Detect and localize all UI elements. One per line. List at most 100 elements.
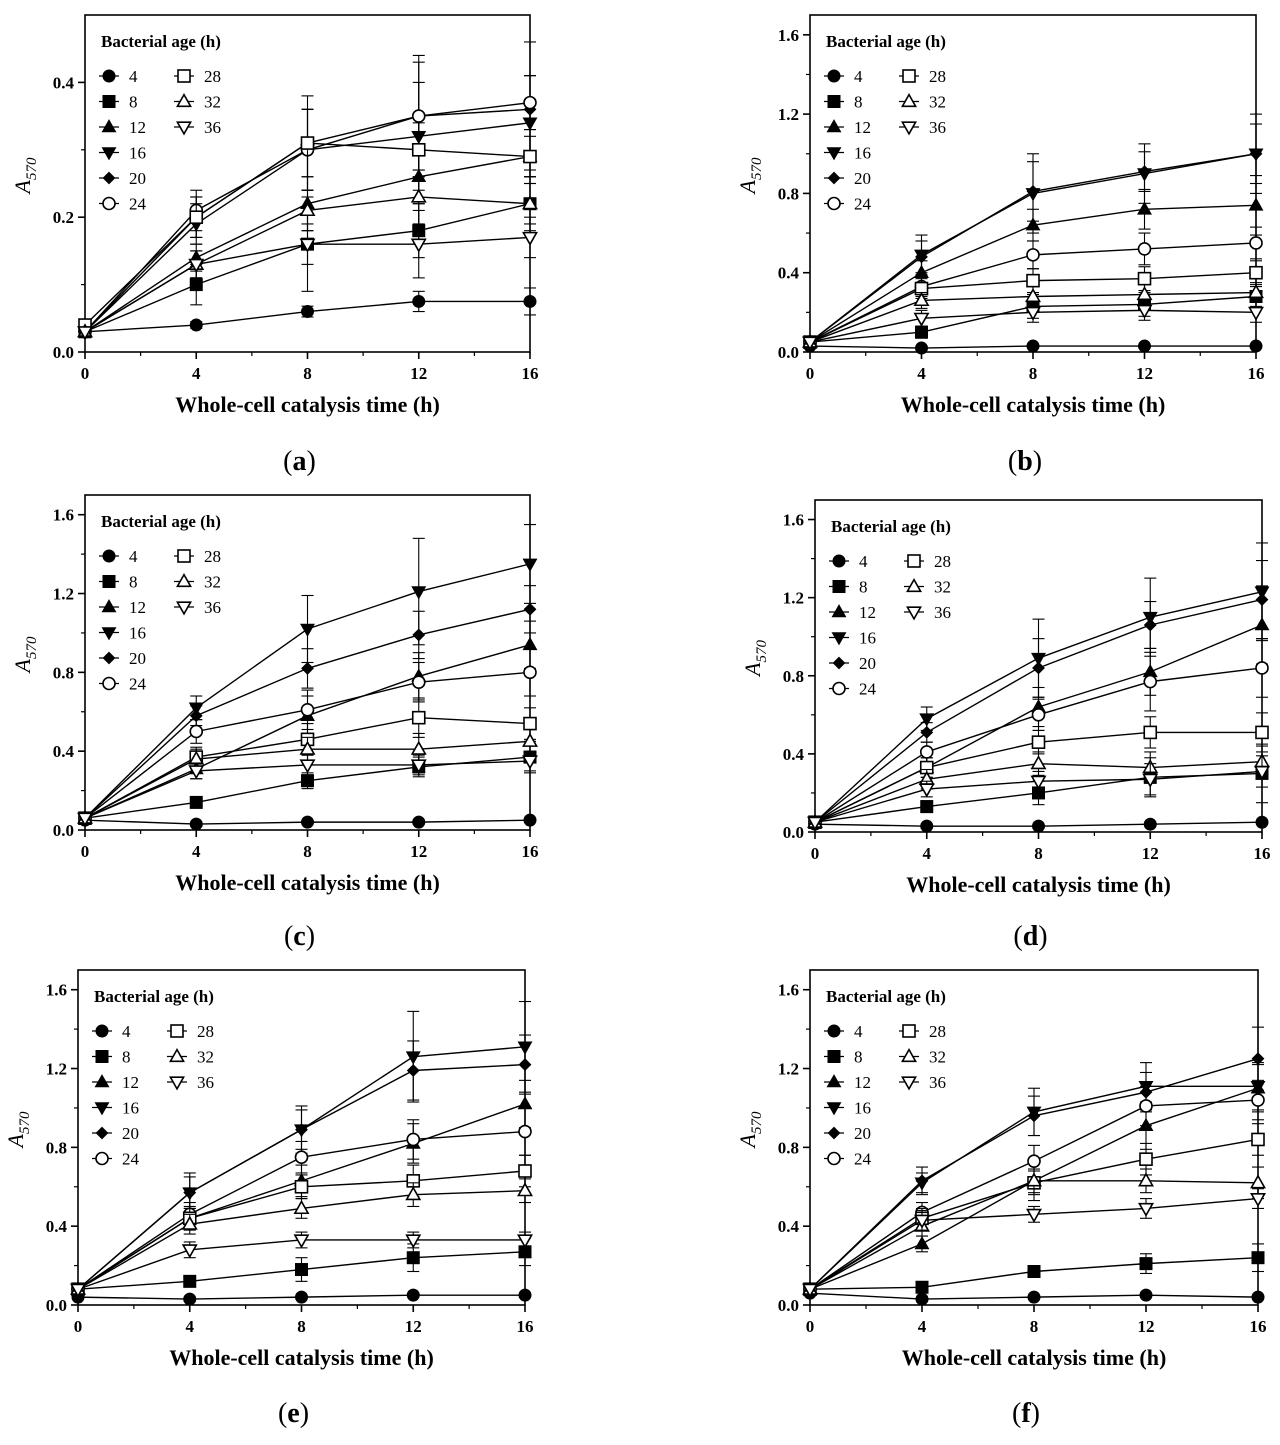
x-tick-label: 4 [192,842,201,861]
legend-marker [901,1076,917,1091]
data-point [1254,765,1270,780]
data-point [919,745,934,759]
data-point [77,812,93,827]
legend-marker [102,676,116,691]
y-tick-label: 0.0 [778,343,799,362]
x-tick-label: 0 [81,842,90,861]
data-point [1251,1132,1265,1147]
data-point [1138,1172,1154,1187]
data-point [406,1288,420,1302]
x-tick-label: 8 [1030,1317,1039,1336]
x-tick-label: 0 [81,364,90,383]
series-8h [803,1243,1265,1296]
legend-entry: 16 [859,629,876,648]
data-point [522,558,538,572]
data-point [181,1244,198,1259]
data-point [1139,1288,1153,1302]
legend-entry: 36 [204,598,221,617]
data-point [412,815,426,829]
data-point [410,740,427,755]
data-point [295,1290,308,1304]
legend-marker [832,580,846,593]
x-tick-label: 12 [1138,1317,1155,1336]
series-4h [78,287,537,339]
legend-marker [101,119,117,133]
data-point [1031,708,1046,722]
legend-entry: 28 [929,1022,946,1041]
legend-entry: 4 [129,67,138,86]
legend-marker [102,651,116,665]
legend-title: Bacterial age (h) [101,32,221,51]
y-tick-label: 1.2 [783,589,804,608]
data-point [914,1235,930,1250]
y-tick-label: 0.2 [53,208,74,227]
legend-marker [102,196,116,211]
data-point [1249,236,1263,250]
x-tick-label: 12 [1136,364,1153,383]
data-point [406,1251,420,1265]
legend-marker [826,119,842,133]
legend-marker [831,632,847,646]
data-point [518,1164,532,1178]
data-point [1026,273,1040,288]
y-tick-label: 0.8 [53,663,74,682]
y-tick-label: 0.4 [778,1217,800,1236]
data-point [1248,197,1264,211]
legend-marker [827,69,841,83]
legend-marker [827,1024,841,1038]
legend-marker [101,627,117,641]
legend-marker [827,1126,841,1140]
y-tick-label: 1.2 [46,1060,67,1079]
y-tick-label: 1.6 [46,981,67,1000]
data-point [406,1064,420,1077]
data-point [920,725,934,739]
x-tick-label: 4 [918,1317,927,1336]
legend-marker [832,656,846,670]
series-36h [77,209,538,341]
legend-marker [826,147,842,161]
legend-marker [94,1102,110,1116]
data-point [1255,593,1269,607]
data-point [412,628,426,642]
legend-entry: 32 [197,1048,214,1067]
x-axis-label: Whole-cell catalysis time (h) [169,1345,434,1370]
data-point [1139,1257,1153,1271]
legend-entry: 36 [929,118,946,137]
x-tick-label: 4 [923,844,932,863]
data-point [301,815,314,829]
legend-marker [101,147,117,161]
data-point [518,1288,532,1302]
data-point [299,740,316,755]
data-point [522,195,538,210]
x-tick-label: 4 [917,364,926,383]
chart-panel-e: 0.0 0.4 0.8 1.2 1.6 0 4 8 12 16 Whole-cell catalys… [3,969,534,1429]
x-tick-label: 16 [517,1317,534,1336]
data-point [77,326,93,341]
data-point [918,783,935,798]
data-point [1026,339,1040,353]
series-4h [71,1288,532,1306]
legend: Bacterial age (h) 4 8 12 16 20 24 28 32 36 [824,987,946,1169]
series-28h [78,108,537,332]
data-point [920,800,934,814]
legend-entry: 28 [204,547,221,566]
x-axis-label: Whole-cell catalysis time (h) [175,870,440,895]
legend-marker [102,575,116,588]
legend-entry: 24 [129,195,147,214]
legend-title: Bacterial age (h) [94,987,214,1006]
x-tick-label: 12 [410,842,427,861]
data-point [301,662,314,675]
x-axis-label: Whole-cell catalysis time (h) [901,392,1166,417]
data-point [412,294,426,308]
legend-marker [901,92,917,108]
legend-marker [832,554,846,568]
data-point [915,1174,929,1188]
data-point [1249,265,1263,280]
data-point [189,278,203,292]
data-point [1251,1052,1265,1066]
data-point [1026,1208,1042,1223]
x-tick-label: 8 [303,842,312,861]
data-point [1138,165,1151,179]
legend-title: Bacterial age (h) [826,987,946,1006]
data-point [920,819,934,833]
